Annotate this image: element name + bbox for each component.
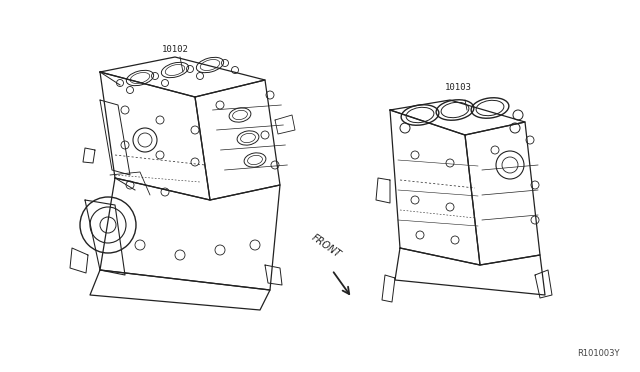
Text: 10102: 10102 xyxy=(162,45,189,54)
Text: 10103: 10103 xyxy=(445,83,472,92)
Text: R101003Y: R101003Y xyxy=(577,349,620,358)
Text: FRONT: FRONT xyxy=(310,233,343,260)
